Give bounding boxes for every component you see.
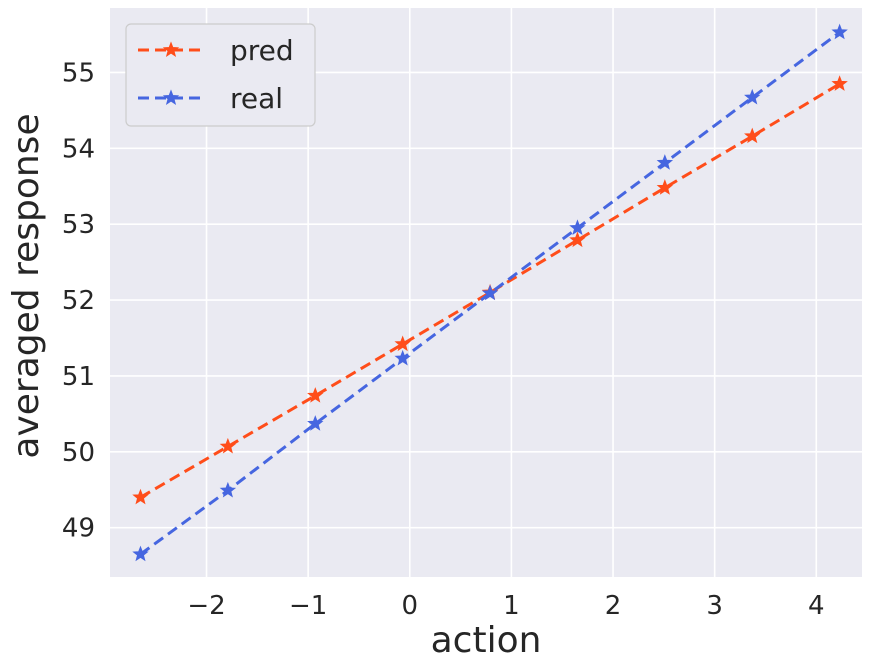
data-point-pred	[569, 231, 586, 248]
data-point-pred	[831, 75, 848, 91]
legend: pred real	[125, 23, 316, 127]
y-tick-label: 54	[62, 134, 95, 164]
data-point-real	[831, 23, 848, 40]
y-tick-label: 55	[62, 58, 95, 88]
grid-lines	[110, 8, 862, 577]
legend-marker	[162, 41, 180, 57]
y-tick-label: 53	[62, 210, 95, 240]
data-point-pred	[656, 179, 674, 195]
x-tick-label: 1	[503, 591, 520, 621]
x-axis-label: action	[431, 620, 542, 659]
y-tick-labels: 49 50 51 52 53 54 55	[62, 58, 95, 543]
legend-marker	[162, 89, 180, 105]
data-point-pred	[219, 437, 237, 454]
series-line-real	[139, 31, 841, 556]
legend-label: real	[230, 82, 283, 115]
data-point-real	[569, 219, 586, 235]
x-tick-label: 3	[706, 591, 723, 621]
y-tick-label: 51	[62, 362, 95, 392]
data-point-real	[656, 154, 674, 170]
legend-item-pred: pred	[138, 34, 294, 67]
data-point-real	[394, 349, 411, 366]
y-tick-label: 52	[62, 286, 95, 316]
x-tick-labels: −2 −1 0 1 2 3 4	[187, 591, 824, 621]
y-tick-label: 49	[62, 514, 95, 544]
data-point-real	[481, 284, 499, 301]
x-tick-label: 0	[402, 591, 419, 621]
x-tick-label: 2	[605, 591, 622, 621]
x-tick-label: −2	[187, 591, 225, 621]
series-real	[132, 23, 848, 562]
data-point-real	[744, 88, 761, 105]
y-axis-label: averaged response	[6, 113, 47, 458]
data-point-real	[132, 545, 149, 562]
data-point-real	[307, 415, 324, 431]
x-tick-label: −1	[289, 591, 327, 621]
data-point-pred	[307, 387, 324, 403]
data-point-real	[219, 481, 237, 498]
y-tick-label: 50	[62, 438, 95, 468]
legend-item-real: real	[138, 82, 283, 115]
x-tick-label: 4	[808, 591, 825, 621]
legend-label: pred	[230, 34, 294, 67]
series-layer	[132, 23, 848, 562]
data-point-pred	[132, 488, 149, 505]
data-point-pred	[744, 127, 761, 144]
data-point-pred	[394, 335, 411, 352]
